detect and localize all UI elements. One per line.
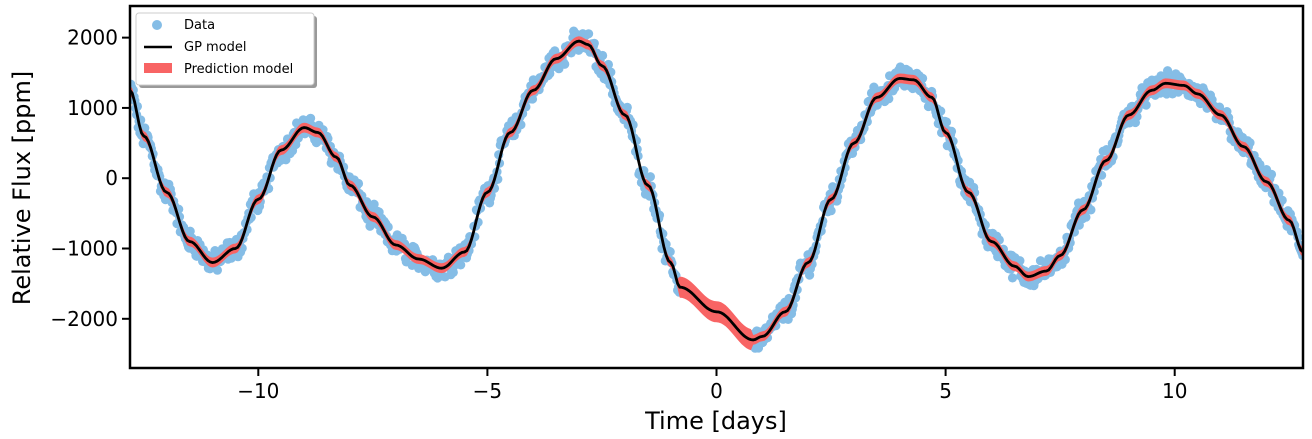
- legend-prediction-label: Prediction model: [184, 62, 293, 77]
- x-tick-label: 5: [939, 379, 952, 403]
- y-tick-label: 1000: [67, 96, 118, 120]
- y-tick-label: −1000: [50, 237, 118, 261]
- data-point: [941, 117, 952, 127]
- data-point: [665, 247, 675, 257]
- data-point: [645, 172, 656, 182]
- legend-gp-label: GP model: [184, 40, 247, 55]
- data-point: [884, 94, 894, 104]
- data-point: [1081, 212, 1091, 222]
- gp-model-line-layer: [130, 39, 1303, 342]
- legend-box: [135, 12, 315, 86]
- y-tick-label: −2000: [50, 307, 118, 331]
- data-point: [369, 199, 379, 209]
- data-point: [598, 50, 608, 61]
- legend: Data GP model Prediction model: [135, 12, 317, 88]
- data-point: [1163, 66, 1173, 76]
- x-tick-label: −5: [473, 379, 502, 403]
- x-axis-ticks: −10 −5 0 5 10: [237, 368, 1187, 403]
- data-point: [306, 113, 316, 123]
- data-point: [584, 29, 594, 39]
- data-point: [1007, 273, 1018, 283]
- legend-data-label: Data: [184, 18, 215, 33]
- x-axis-label: Time [days]: [644, 407, 787, 435]
- x-tick-label: 0: [710, 379, 723, 403]
- y-tick-label: 2000: [67, 26, 118, 50]
- gp-model-line: [130, 39, 1303, 342]
- data-point: [1266, 169, 1277, 179]
- legend-prediction-swatch: [144, 63, 172, 73]
- y-axis-ticks: −2000 −1000 0 1000 2000: [50, 26, 130, 331]
- data-point: [826, 206, 836, 216]
- x-tick-label: 10: [1162, 379, 1187, 403]
- data-point: [560, 59, 570, 69]
- data-point: [1141, 100, 1151, 110]
- data-point: [212, 265, 222, 275]
- data-point: [456, 260, 466, 270]
- y-tick-label: 0: [105, 166, 118, 190]
- data-point: [353, 178, 364, 189]
- legend-data-marker: [152, 20, 162, 30]
- data-point: [622, 102, 632, 112]
- y-axis-label: Relative Flux [ppm]: [8, 71, 36, 306]
- x-tick-label: −10: [237, 379, 279, 403]
